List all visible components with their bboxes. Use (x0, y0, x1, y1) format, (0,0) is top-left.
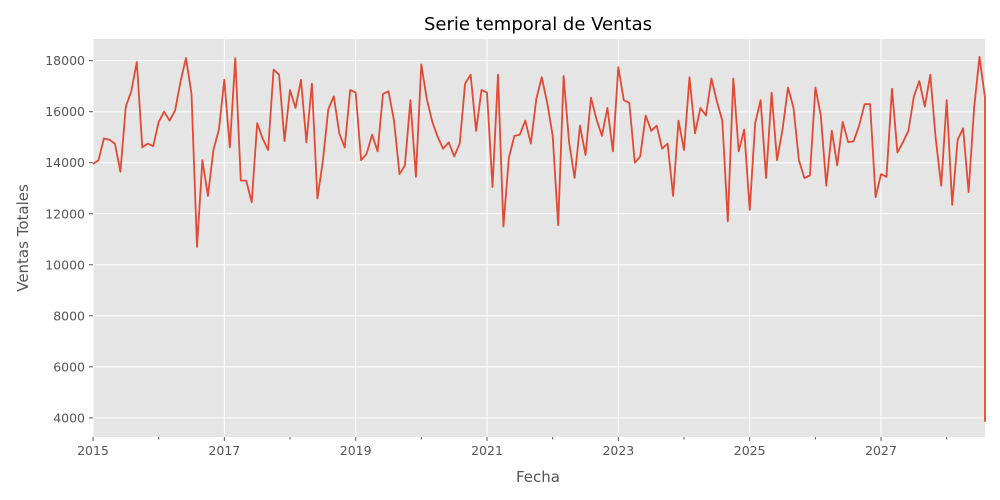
y-tick-label: 8000 (53, 308, 85, 323)
y-tick-label: 18000 (45, 53, 85, 68)
x-tick-label: 2019 (340, 443, 372, 458)
x-axis-ticks: 2015 2017 2019 2021 2023 2025 2027 (77, 437, 948, 458)
x-tick-label: 2025 (734, 443, 766, 458)
x-tick-label: 2017 (208, 443, 240, 458)
y-tick-label: 14000 (45, 155, 85, 170)
x-tick-label: 2015 (77, 443, 109, 458)
y-tick-label: 6000 (53, 359, 85, 374)
y-axis-ticks: 4000 6000 8000 10000 12000 14000 16000 18000 (45, 53, 93, 425)
series-line (92, 56, 986, 422)
y-tick-label: 12000 (45, 206, 85, 221)
y-tick-label: 16000 (45, 104, 85, 119)
chart-title: Serie temporal de Ventas (424, 14, 652, 35)
y-tick-label: 10000 (45, 257, 85, 272)
x-tick-label: 2027 (865, 443, 897, 458)
y-tick-label: 4000 (53, 410, 85, 425)
x-tick-label: 2021 (471, 443, 503, 458)
y-axis-label: Ventas Totales (14, 184, 32, 292)
x-axis-label: Fecha (516, 468, 560, 486)
x-tick-label: 2023 (602, 443, 634, 458)
plot-background (93, 39, 985, 437)
